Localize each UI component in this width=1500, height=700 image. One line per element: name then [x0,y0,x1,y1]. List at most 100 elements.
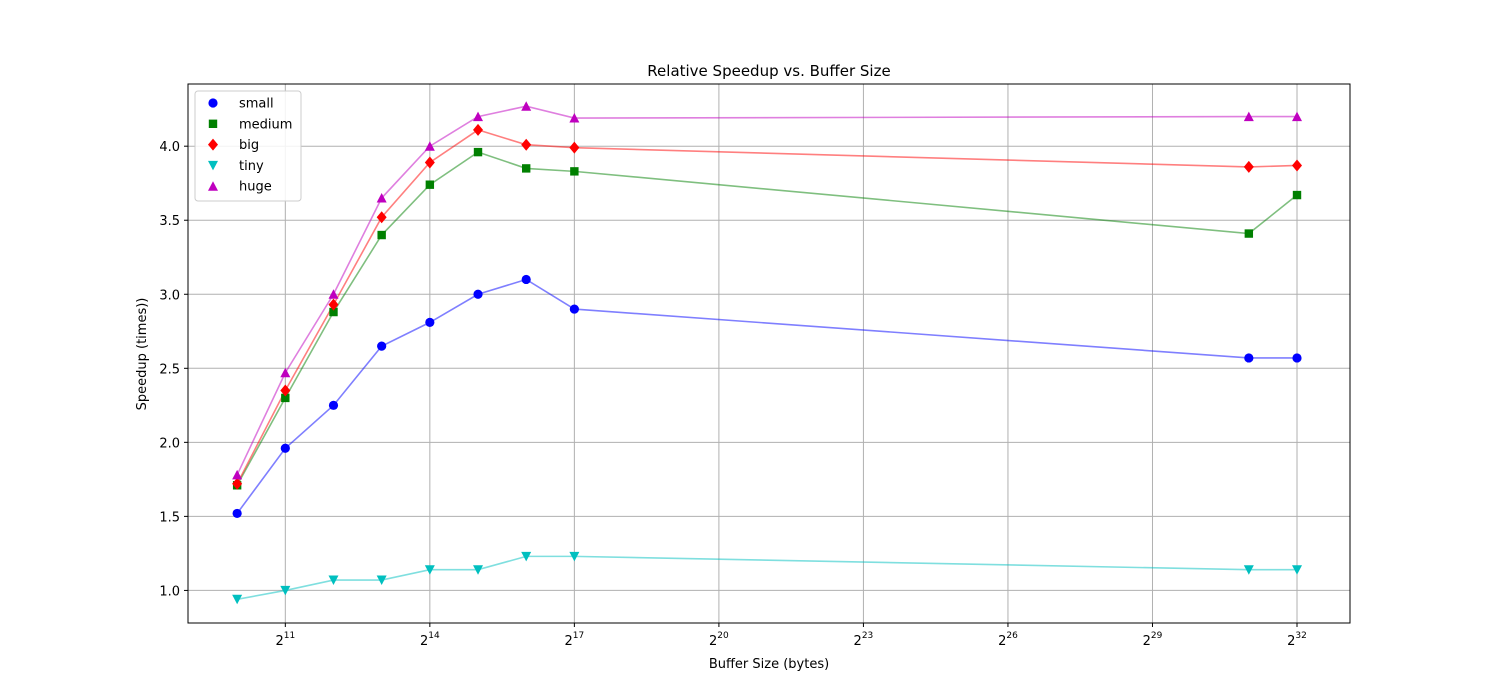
y-tick-label: 2.0 [159,436,180,451]
data-point-small [232,508,242,519]
legend-label-medium: medium [239,117,292,132]
y-tick-label: 3.0 [159,288,180,303]
x-tick-label: 211 [275,631,295,649]
y-tick-label: 4.0 [159,140,180,155]
data-point-medium [329,307,338,317]
data-point-big [424,156,435,169]
data-point-big [1292,159,1303,172]
legend-label-tiny: tiny [239,159,264,174]
data-point-big [473,123,484,136]
x-tick-base: 2 [1143,634,1151,649]
data-point-huge [280,367,291,378]
legend-label-big: big [239,138,259,153]
x-tick-label: 223 [854,631,874,649]
data-point-small [328,400,339,410]
x-tick-base: 2 [1287,634,1295,649]
x-tick-label: 229 [1143,631,1163,649]
series-lines [236,105,1298,601]
x-tick-exponent: 11 [284,631,295,641]
legend-marker-medium [208,119,218,128]
legend-marker-small [208,98,218,108]
x-tick-label: 226 [998,631,1018,649]
x-tick-label: 214 [420,631,440,649]
data-point-medium [377,230,386,240]
data-point-huge [232,469,243,480]
series-line-huge [236,105,1298,476]
data-point-huge [376,193,387,203]
series-line-medium [236,151,1298,486]
x-tick-label: 217 [565,631,585,649]
legend-marker-huge [208,181,218,191]
x-tick-base: 2 [565,634,573,649]
data-point-small [425,317,435,328]
data-point-huge [521,101,532,111]
data-point-huge [473,111,484,122]
data-point-big [569,141,580,154]
x-tick-exponent: 14 [428,631,440,641]
data-point-huge [1292,111,1303,122]
data-point-medium [570,167,579,176]
data-point-medium [1292,190,1302,200]
x-axis-ticks: 211 214 217 220 223 226 229 232 [275,623,1307,649]
y-tick-label: 1.5 [159,510,180,525]
data-point-huge [328,289,339,299]
data-point-tiny [1292,565,1303,575]
series-line-big [236,129,1298,485]
data-point-tiny [376,575,387,586]
x-tick-exponent: 29 [1151,631,1163,641]
series-markers [232,101,1303,605]
data-point-tiny [424,565,435,575]
chart-title: Relative Speedup vs. Buffer Size [647,62,890,80]
x-tick-base: 2 [275,634,283,649]
y-axis-label: Speedup (times)) [135,298,150,411]
data-point-tiny [473,565,484,575]
y-tick-label: 1.0 [159,584,180,599]
legend: small medium big tiny huge [194,90,302,202]
data-point-small [280,443,290,453]
data-point-tiny [232,594,243,605]
data-point-big [521,138,532,151]
x-tick-base: 2 [854,634,862,649]
x-tick-exponent: 26 [1006,631,1018,641]
legend-marker-tiny [208,160,218,171]
x-tick-base: 2 [998,634,1006,649]
data-point-tiny [1243,565,1254,575]
legend-label-small: small [239,97,274,112]
y-tick-label: 2.5 [159,362,180,377]
data-point-small [377,341,387,351]
x-tick-label: 232 [1287,631,1307,649]
data-point-tiny [280,585,291,596]
data-point-medium [281,393,290,403]
x-tick-exponent: 17 [573,631,584,641]
data-point-medium [473,147,483,157]
data-point-medium [425,180,435,189]
data-point-tiny [328,575,339,586]
data-point-medium [1244,229,1254,238]
data-point-small [473,289,483,299]
data-point-huge [424,141,435,151]
x-tick-base: 2 [709,634,717,649]
y-axis-ticks: 1.0 1.5 2.0 2.5 3.0 3.5 4.0 [159,140,188,599]
x-tick-label: 220 [709,631,729,649]
data-point-big [280,384,291,397]
data-point-huge [569,113,580,123]
data-point-tiny [569,551,580,562]
data-point-medium [521,164,531,173]
data-point-big [232,477,243,490]
x-tick-base: 2 [420,634,428,649]
legend-marker-big [208,138,218,151]
data-point-small [1292,353,1302,363]
data-point-small [569,304,579,314]
data-point-big [1243,160,1254,173]
data-point-small [521,274,531,285]
data-point-huge [1243,111,1254,122]
legend-label-huge: huge [239,180,272,195]
y-tick-label: 3.5 [159,214,180,229]
x-axis-label: Buffer Size (bytes) [709,657,829,672]
data-point-tiny [521,551,532,562]
x-tick-exponent: 23 [862,631,873,641]
x-tick-exponent: 20 [717,631,729,641]
data-point-big [328,298,339,311]
plot-frame [187,83,1351,624]
data-point-small [1244,353,1254,363]
